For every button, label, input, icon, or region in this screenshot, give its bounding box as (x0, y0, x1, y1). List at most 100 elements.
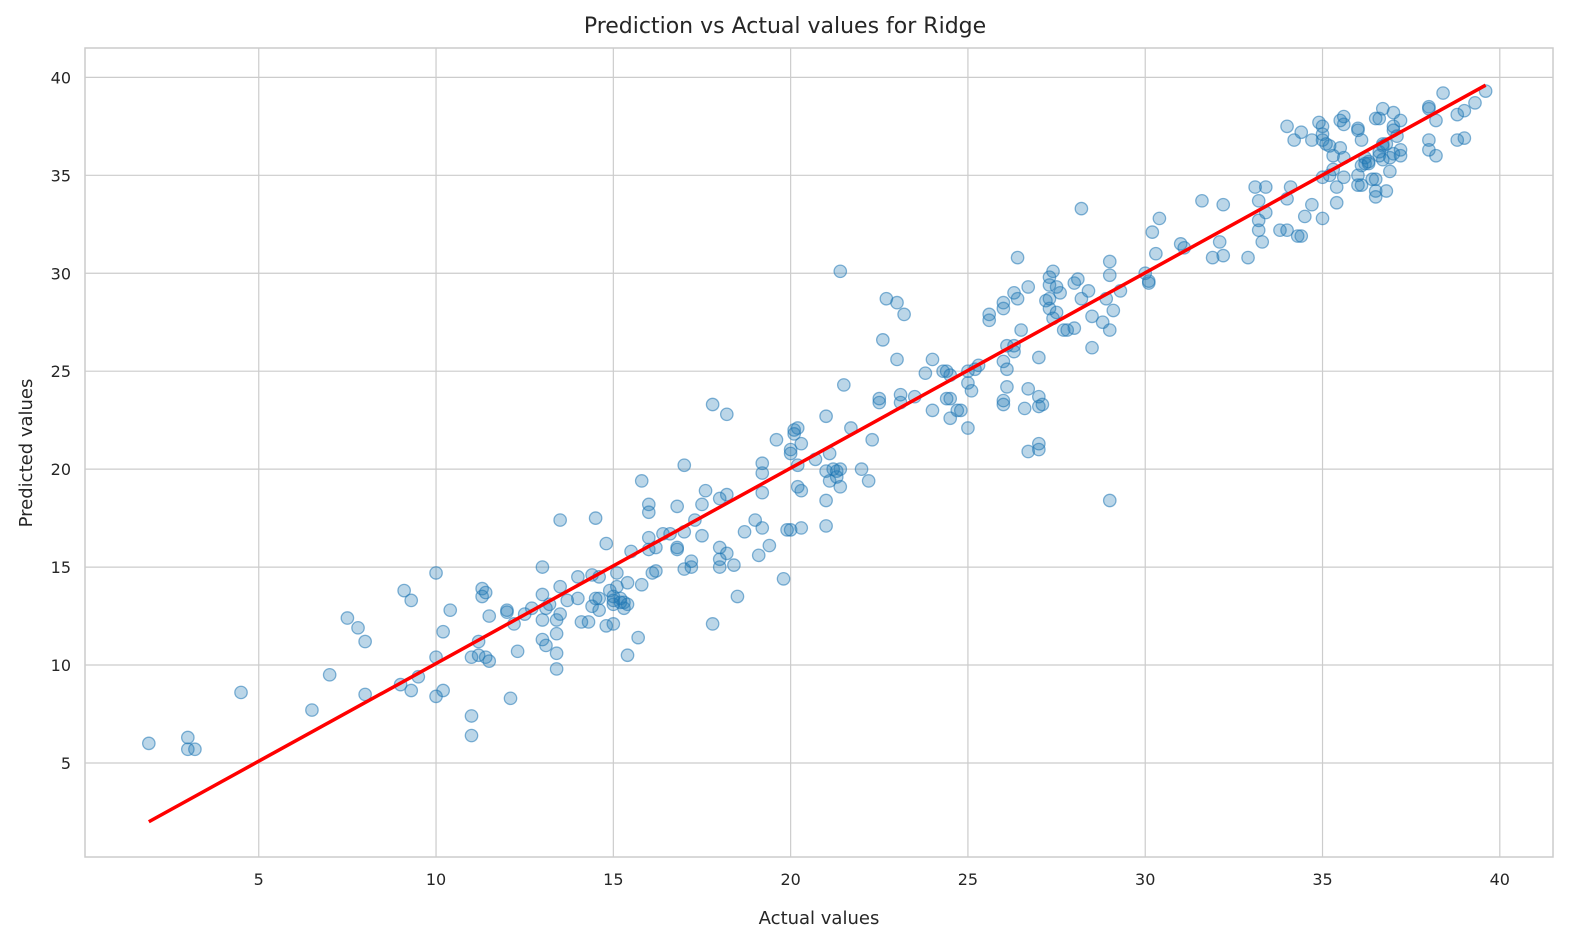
data-point (783, 446, 798, 461)
data-point (819, 519, 833, 533)
data-point (1329, 180, 1344, 194)
data-point (180, 742, 195, 757)
data-point (549, 626, 564, 641)
data-point (1290, 229, 1305, 243)
data-point (776, 571, 791, 586)
data-point (436, 624, 450, 639)
data-point (443, 603, 458, 618)
data-point (1141, 276, 1156, 290)
data-point (943, 391, 958, 406)
data-point (925, 403, 940, 418)
data-point (141, 736, 156, 751)
data-point (305, 703, 319, 717)
data-point (1000, 362, 1014, 377)
data-point (1021, 280, 1036, 294)
y-axis-label: Predicted values (16, 379, 37, 528)
data-point (712, 560, 727, 574)
data-point (620, 597, 635, 612)
data-point (996, 301, 1011, 316)
data-point (478, 585, 493, 600)
data-point (1049, 305, 1064, 320)
data-point (592, 603, 607, 618)
data-point (996, 393, 1011, 408)
data-point (1305, 133, 1319, 147)
data-point (535, 613, 550, 627)
data-point (996, 397, 1011, 412)
data-point (1216, 197, 1231, 212)
x-tick-label: 15 (603, 870, 623, 889)
data-point (1429, 148, 1443, 163)
data-point (755, 456, 770, 471)
data-point (755, 466, 770, 480)
data-point (322, 667, 337, 682)
data-point (719, 487, 734, 502)
data-point (1354, 133, 1369, 147)
data-point (404, 683, 419, 698)
data-point (535, 560, 550, 574)
data-point (751, 548, 766, 563)
data-point (1305, 197, 1319, 212)
fit-line (147, 83, 1487, 824)
data-point (1251, 223, 1266, 238)
data-point (1106, 303, 1121, 318)
data-point (794, 521, 809, 535)
data-point (649, 564, 663, 578)
data-point (1336, 117, 1351, 132)
data-point (684, 560, 699, 574)
scatter-points (141, 84, 1493, 757)
data-point (1329, 195, 1344, 210)
data-point (571, 570, 585, 584)
y-tick-label: 20 (51, 460, 71, 479)
data-point (1067, 321, 1082, 335)
data-point (833, 264, 848, 279)
data-point (762, 538, 777, 553)
data-point (180, 730, 195, 745)
data-point (553, 607, 567, 621)
data-point (1273, 223, 1287, 238)
y-tick-label: 25 (51, 362, 71, 381)
x-tick-label: 20 (780, 870, 800, 889)
data-point (358, 634, 372, 649)
data-point (1248, 180, 1262, 194)
data-point (1251, 193, 1266, 208)
data-point (1031, 389, 1046, 404)
data-point (727, 558, 741, 572)
x-axis-label: Actual values (759, 908, 880, 929)
data-point (1368, 190, 1383, 204)
data-point (872, 395, 887, 410)
data-point (560, 593, 575, 608)
data-point (606, 617, 621, 631)
data-point (549, 646, 564, 661)
data-point (982, 313, 997, 328)
data-point (897, 307, 911, 322)
y-tick-label: 40 (51, 68, 71, 87)
data-point (1010, 291, 1025, 306)
data-point (961, 376, 975, 390)
data-point (865, 432, 880, 447)
data-point (833, 479, 848, 494)
data-point (539, 638, 553, 653)
data-point (1336, 170, 1351, 185)
data-point (783, 442, 798, 457)
data-point (950, 403, 965, 418)
x-tick-label: 5 (254, 870, 264, 889)
data-point (936, 364, 950, 379)
data-point (1351, 178, 1365, 192)
data-point (755, 521, 770, 535)
data-point (482, 654, 497, 668)
data-point (1450, 107, 1465, 122)
data-point (1074, 201, 1089, 216)
data-point (1145, 225, 1160, 239)
data-point (737, 524, 752, 539)
data-point (549, 662, 564, 676)
data-point (1457, 131, 1472, 145)
data-point (1294, 229, 1309, 243)
data-point (634, 474, 649, 488)
data-point (1205, 250, 1220, 265)
data-point (712, 491, 727, 506)
data-point (634, 577, 649, 592)
y-tick-label: 15 (51, 558, 71, 577)
data-point (397, 583, 411, 598)
data-point (234, 685, 248, 700)
